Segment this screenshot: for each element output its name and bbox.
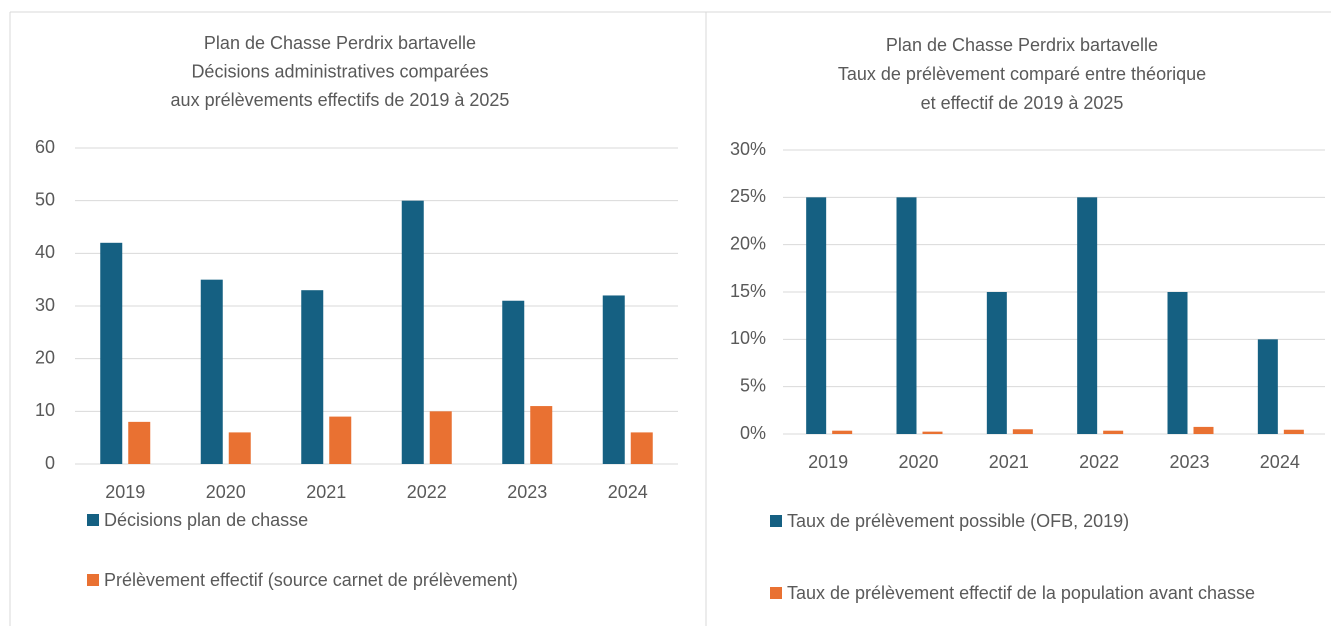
legend-label: Taux de prélèvement effectif de la popul… xyxy=(787,583,1255,603)
bar xyxy=(1193,426,1214,434)
y-tick-label: 30% xyxy=(730,139,766,159)
chart-title: Plan de Chasse Perdrix bartavelle xyxy=(886,35,1158,55)
chart-title: Plan de Chasse Perdrix bartavelle xyxy=(204,33,476,53)
y-tick-label: 20 xyxy=(35,347,55,367)
legend-swatch xyxy=(770,587,782,599)
x-tick-label: 2022 xyxy=(1079,452,1119,472)
chart-title: aux prélèvements effectifs de 2019 à 202… xyxy=(171,90,510,110)
bar xyxy=(401,200,424,464)
bar xyxy=(630,432,653,464)
bar xyxy=(100,242,123,464)
x-tick-label: 2021 xyxy=(989,452,1029,472)
x-tick-label: 2022 xyxy=(407,482,447,502)
legend-label: Prélèvement effectif (source carnet de p… xyxy=(104,570,518,590)
bar xyxy=(1283,429,1304,434)
bar xyxy=(986,292,1007,434)
legend-label: Taux de prélèvement possible (OFB, 2019) xyxy=(787,511,1130,531)
chart-title: Taux de prélèvement comparé entre théori… xyxy=(838,64,1206,84)
bar xyxy=(1103,430,1124,434)
legend-item: Taux de prélèvement possible (OFB, 2019) xyxy=(770,509,1327,533)
bar xyxy=(429,411,452,464)
legend-item: Taux de prélèvement effectif de la popul… xyxy=(770,581,1327,605)
bar xyxy=(1012,429,1033,434)
bar xyxy=(228,432,251,464)
bar xyxy=(200,279,223,464)
legend-swatch xyxy=(87,574,99,586)
bar xyxy=(301,290,324,464)
y-tick-label: 0% xyxy=(740,423,766,443)
bar xyxy=(922,431,943,434)
y-tick-label: 5% xyxy=(740,375,766,395)
x-tick-label: 2023 xyxy=(1169,452,1209,472)
y-tick-label: 10 xyxy=(35,400,55,420)
bar xyxy=(530,406,553,464)
y-tick-label: 0 xyxy=(45,453,55,473)
chart-title: Décisions administratives comparées xyxy=(191,61,488,81)
bar xyxy=(832,430,853,434)
legend-swatch xyxy=(87,514,99,526)
x-tick-label: 2020 xyxy=(206,482,246,502)
x-tick-label: 2024 xyxy=(1260,452,1300,472)
y-tick-label: 30 xyxy=(35,295,55,315)
bar xyxy=(896,197,917,434)
y-tick-label: 20% xyxy=(730,233,766,253)
y-tick-label: 60 xyxy=(35,137,55,157)
legend-item: Prélèvement effectif (source carnet de p… xyxy=(87,568,684,592)
bar xyxy=(806,197,827,434)
y-tick-label: 15% xyxy=(730,281,766,301)
x-tick-label: 2019 xyxy=(105,482,145,502)
legend-label: Décisions plan de chasse xyxy=(104,510,309,530)
y-tick-label: 40 xyxy=(35,242,55,262)
bar xyxy=(1167,292,1188,434)
x-tick-label: 2024 xyxy=(608,482,648,502)
bar xyxy=(1077,197,1098,434)
x-tick-label: 2021 xyxy=(306,482,346,502)
x-tick-label: 2020 xyxy=(898,452,938,472)
legend-swatch xyxy=(770,515,782,527)
bar xyxy=(329,416,352,464)
legend-item: Décisions plan de chasse xyxy=(87,508,684,532)
y-tick-label: 25% xyxy=(730,186,766,206)
y-tick-label: 50 xyxy=(35,189,55,209)
bar xyxy=(502,300,525,464)
bar xyxy=(128,421,151,464)
x-tick-label: 2023 xyxy=(507,482,547,502)
x-tick-label: 2019 xyxy=(808,452,848,472)
chart-title: et effectif de 2019 à 2025 xyxy=(921,93,1124,113)
y-tick-label: 10% xyxy=(730,328,766,348)
bar xyxy=(602,295,625,464)
bar xyxy=(1257,339,1278,434)
